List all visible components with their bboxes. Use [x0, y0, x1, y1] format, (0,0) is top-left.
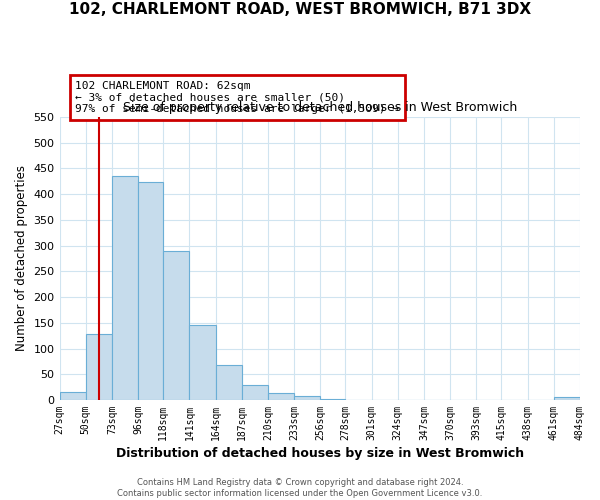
Bar	[320, 399, 346, 400]
Bar	[554, 398, 580, 400]
Title: Size of property relative to detached houses in West Bromwich: Size of property relative to detached ho…	[122, 102, 517, 114]
Bar	[242, 384, 268, 400]
Text: 102 CHARLEMONT ROAD: 62sqm
← 3% of detached houses are smaller (50)
97% of semi-: 102 CHARLEMONT ROAD: 62sqm ← 3% of detac…	[75, 81, 399, 114]
Bar	[59, 392, 86, 400]
Bar	[268, 394, 294, 400]
Text: 102, CHARLEMONT ROAD, WEST BROMWICH, B71 3DX: 102, CHARLEMONT ROAD, WEST BROMWICH, B71…	[69, 2, 531, 18]
X-axis label: Distribution of detached houses by size in West Bromwich: Distribution of detached houses by size …	[116, 447, 524, 460]
Bar	[190, 325, 215, 400]
Bar	[138, 182, 163, 400]
Y-axis label: Number of detached properties: Number of detached properties	[15, 166, 28, 352]
Bar	[112, 176, 138, 400]
Bar	[163, 251, 190, 400]
Bar	[86, 334, 112, 400]
Text: Contains HM Land Registry data © Crown copyright and database right 2024.
Contai: Contains HM Land Registry data © Crown c…	[118, 478, 482, 498]
Bar	[215, 366, 242, 400]
Bar	[294, 396, 320, 400]
